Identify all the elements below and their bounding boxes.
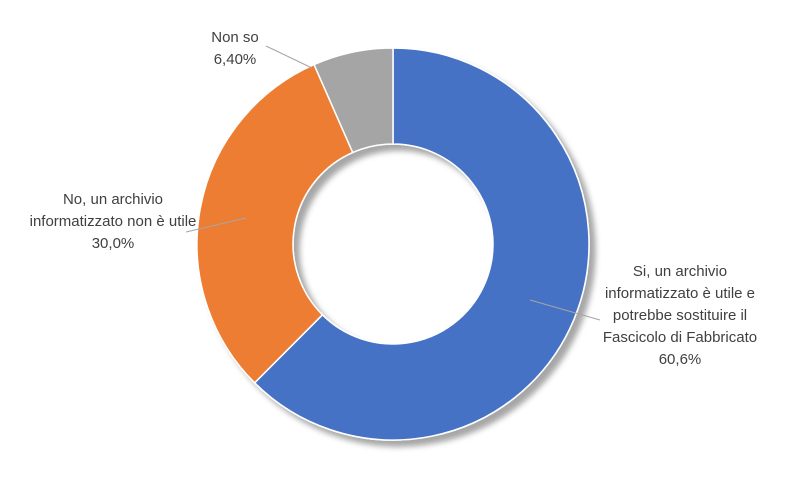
category-label: No, un archivio informatizzato non è uti… — [29, 191, 197, 230]
leader-line — [185, 217, 247, 233]
leader-line — [529, 299, 601, 321]
leader-line — [265, 45, 313, 69]
category-label: Si, un archivio informatizzato è utile e… — [602, 263, 758, 346]
value-label: 30,0% — [91, 235, 135, 252]
value-label: 60,6% — [658, 351, 702, 368]
slice — [253, 47, 590, 441]
donut — [196, 47, 590, 441]
value-label: 6,40% — [213, 51, 257, 68]
slice-label: Si, un archivio informatizzato è utile e… — [600, 261, 760, 371]
category-label: Non so — [211, 29, 259, 46]
slice-label: Non so 6,40% — [175, 27, 295, 71]
slice — [313, 47, 394, 154]
slice-label: No, un archivio informatizzato non è uti… — [28, 189, 198, 255]
slice — [196, 63, 354, 384]
leader-lines — [185, 45, 601, 321]
